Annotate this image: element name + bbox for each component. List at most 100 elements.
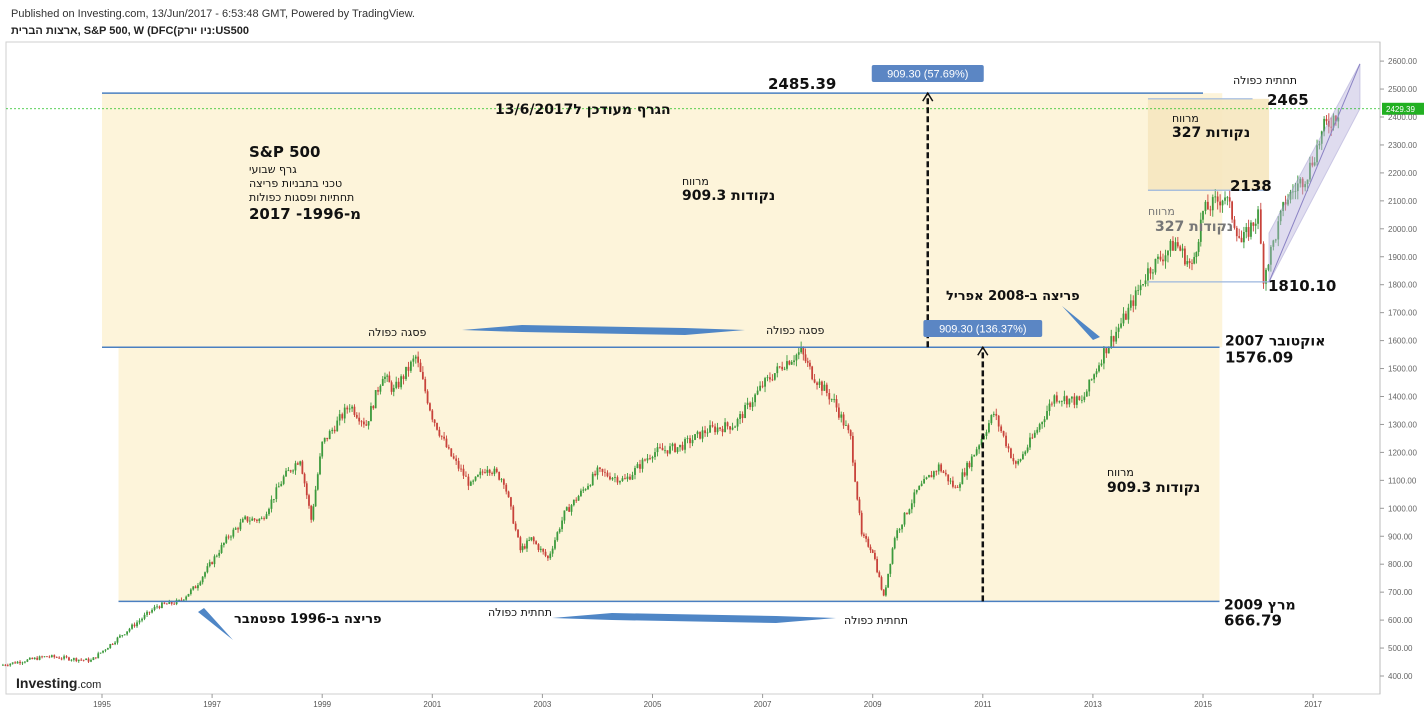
y-tick-label: 600.00 <box>1388 616 1413 625</box>
candle-body <box>1026 447 1029 452</box>
candle-body <box>187 593 190 597</box>
candle-body <box>519 537 522 551</box>
candle-body <box>676 447 679 453</box>
candle-body <box>510 497 512 507</box>
candle-body <box>1024 451 1027 455</box>
candle-body <box>1169 240 1172 251</box>
candle-body <box>1073 396 1076 405</box>
candle-body <box>1272 240 1275 247</box>
candle-body <box>1325 118 1328 122</box>
candle-body <box>328 431 331 440</box>
candle-body <box>1031 437 1034 439</box>
candle-body <box>14 662 17 664</box>
candle-body <box>568 507 571 512</box>
candle-body <box>208 562 211 567</box>
candle-body <box>1137 290 1140 291</box>
candle-body <box>1132 300 1135 306</box>
candle-body <box>1098 365 1100 372</box>
candle-body <box>1041 422 1044 425</box>
candle-body <box>1036 429 1039 433</box>
candle-body <box>206 566 209 573</box>
candle-body <box>211 562 213 565</box>
y-tick-label: 800.00 <box>1388 560 1413 569</box>
candle-body <box>1231 201 1233 220</box>
y-tick-label: 1500.00 <box>1388 365 1417 374</box>
candle-body <box>885 587 887 596</box>
candle-body <box>87 658 90 662</box>
candle-body <box>631 474 634 480</box>
candle-body <box>626 476 629 480</box>
candle-body <box>450 448 453 457</box>
candle-body <box>729 426 731 430</box>
candle-body <box>1033 432 1036 438</box>
candle-body <box>500 479 503 481</box>
candle-body <box>783 368 786 370</box>
candle-body <box>447 447 450 449</box>
candle-body <box>842 414 845 426</box>
candle-body <box>833 399 836 400</box>
candle-body <box>651 457 654 459</box>
candle-body <box>816 382 818 385</box>
candle-body <box>654 452 656 458</box>
candle-body <box>1209 209 1212 211</box>
candle-body <box>46 656 48 658</box>
candle-body <box>481 471 484 473</box>
candle-body <box>65 656 68 658</box>
candle-body <box>744 404 746 419</box>
candle-body <box>1282 202 1285 212</box>
candle-body <box>940 464 943 472</box>
candle-body <box>795 354 798 361</box>
candle-body <box>253 518 256 520</box>
candle-body <box>55 657 58 658</box>
candle-body <box>2 664 4 666</box>
candle-body <box>731 427 734 430</box>
candle-body <box>1292 191 1294 193</box>
candle-body <box>874 552 876 560</box>
candle-body <box>431 410 434 420</box>
candle-body <box>60 658 63 660</box>
y-tick-label: 1600.00 <box>1388 337 1417 346</box>
candle-body <box>1070 396 1073 399</box>
candle-body <box>377 390 379 392</box>
candle-body <box>488 469 491 473</box>
candle-body <box>582 489 585 491</box>
candle-body <box>847 425 850 431</box>
annotation-breakout-1996: פריצה ב-1996 ספטמבר <box>234 612 382 627</box>
candle-body <box>156 606 158 608</box>
candle-body <box>1202 210 1204 220</box>
candle-body <box>384 376 386 379</box>
candle-body <box>889 563 892 574</box>
candle-body <box>178 599 180 601</box>
candle-body <box>867 538 870 547</box>
candle-body <box>289 470 292 472</box>
candle-body <box>502 479 505 485</box>
candle-body <box>804 354 807 362</box>
candle-body <box>1100 363 1103 366</box>
candle-body <box>336 420 339 432</box>
candle-body <box>90 660 92 662</box>
candle-body <box>954 486 957 488</box>
candle-body <box>721 428 724 433</box>
y-tick-label: 1000.00 <box>1388 504 1417 513</box>
small-zone <box>1147 98 1270 191</box>
candle-body <box>414 356 417 359</box>
candle-body <box>696 431 699 435</box>
candle-body <box>778 366 781 368</box>
candle-body <box>1335 115 1337 122</box>
candle-body <box>818 381 821 385</box>
candle-body <box>1226 197 1229 199</box>
candle-body <box>397 381 400 388</box>
candle-body <box>220 545 223 553</box>
level-label-1576: 1576.09 <box>1225 348 1293 366</box>
candle-body <box>353 406 356 415</box>
level-label-1810: 1810.10 <box>1268 277 1336 295</box>
x-tick-label: 2005 <box>644 700 662 709</box>
candle-body <box>33 657 36 660</box>
candle-body <box>634 468 636 475</box>
candle-body <box>1090 379 1093 381</box>
candle-body <box>362 421 365 425</box>
candle-body <box>1043 419 1046 423</box>
candle-body <box>443 436 445 439</box>
y-tick-label: 1100.00 <box>1388 476 1417 485</box>
